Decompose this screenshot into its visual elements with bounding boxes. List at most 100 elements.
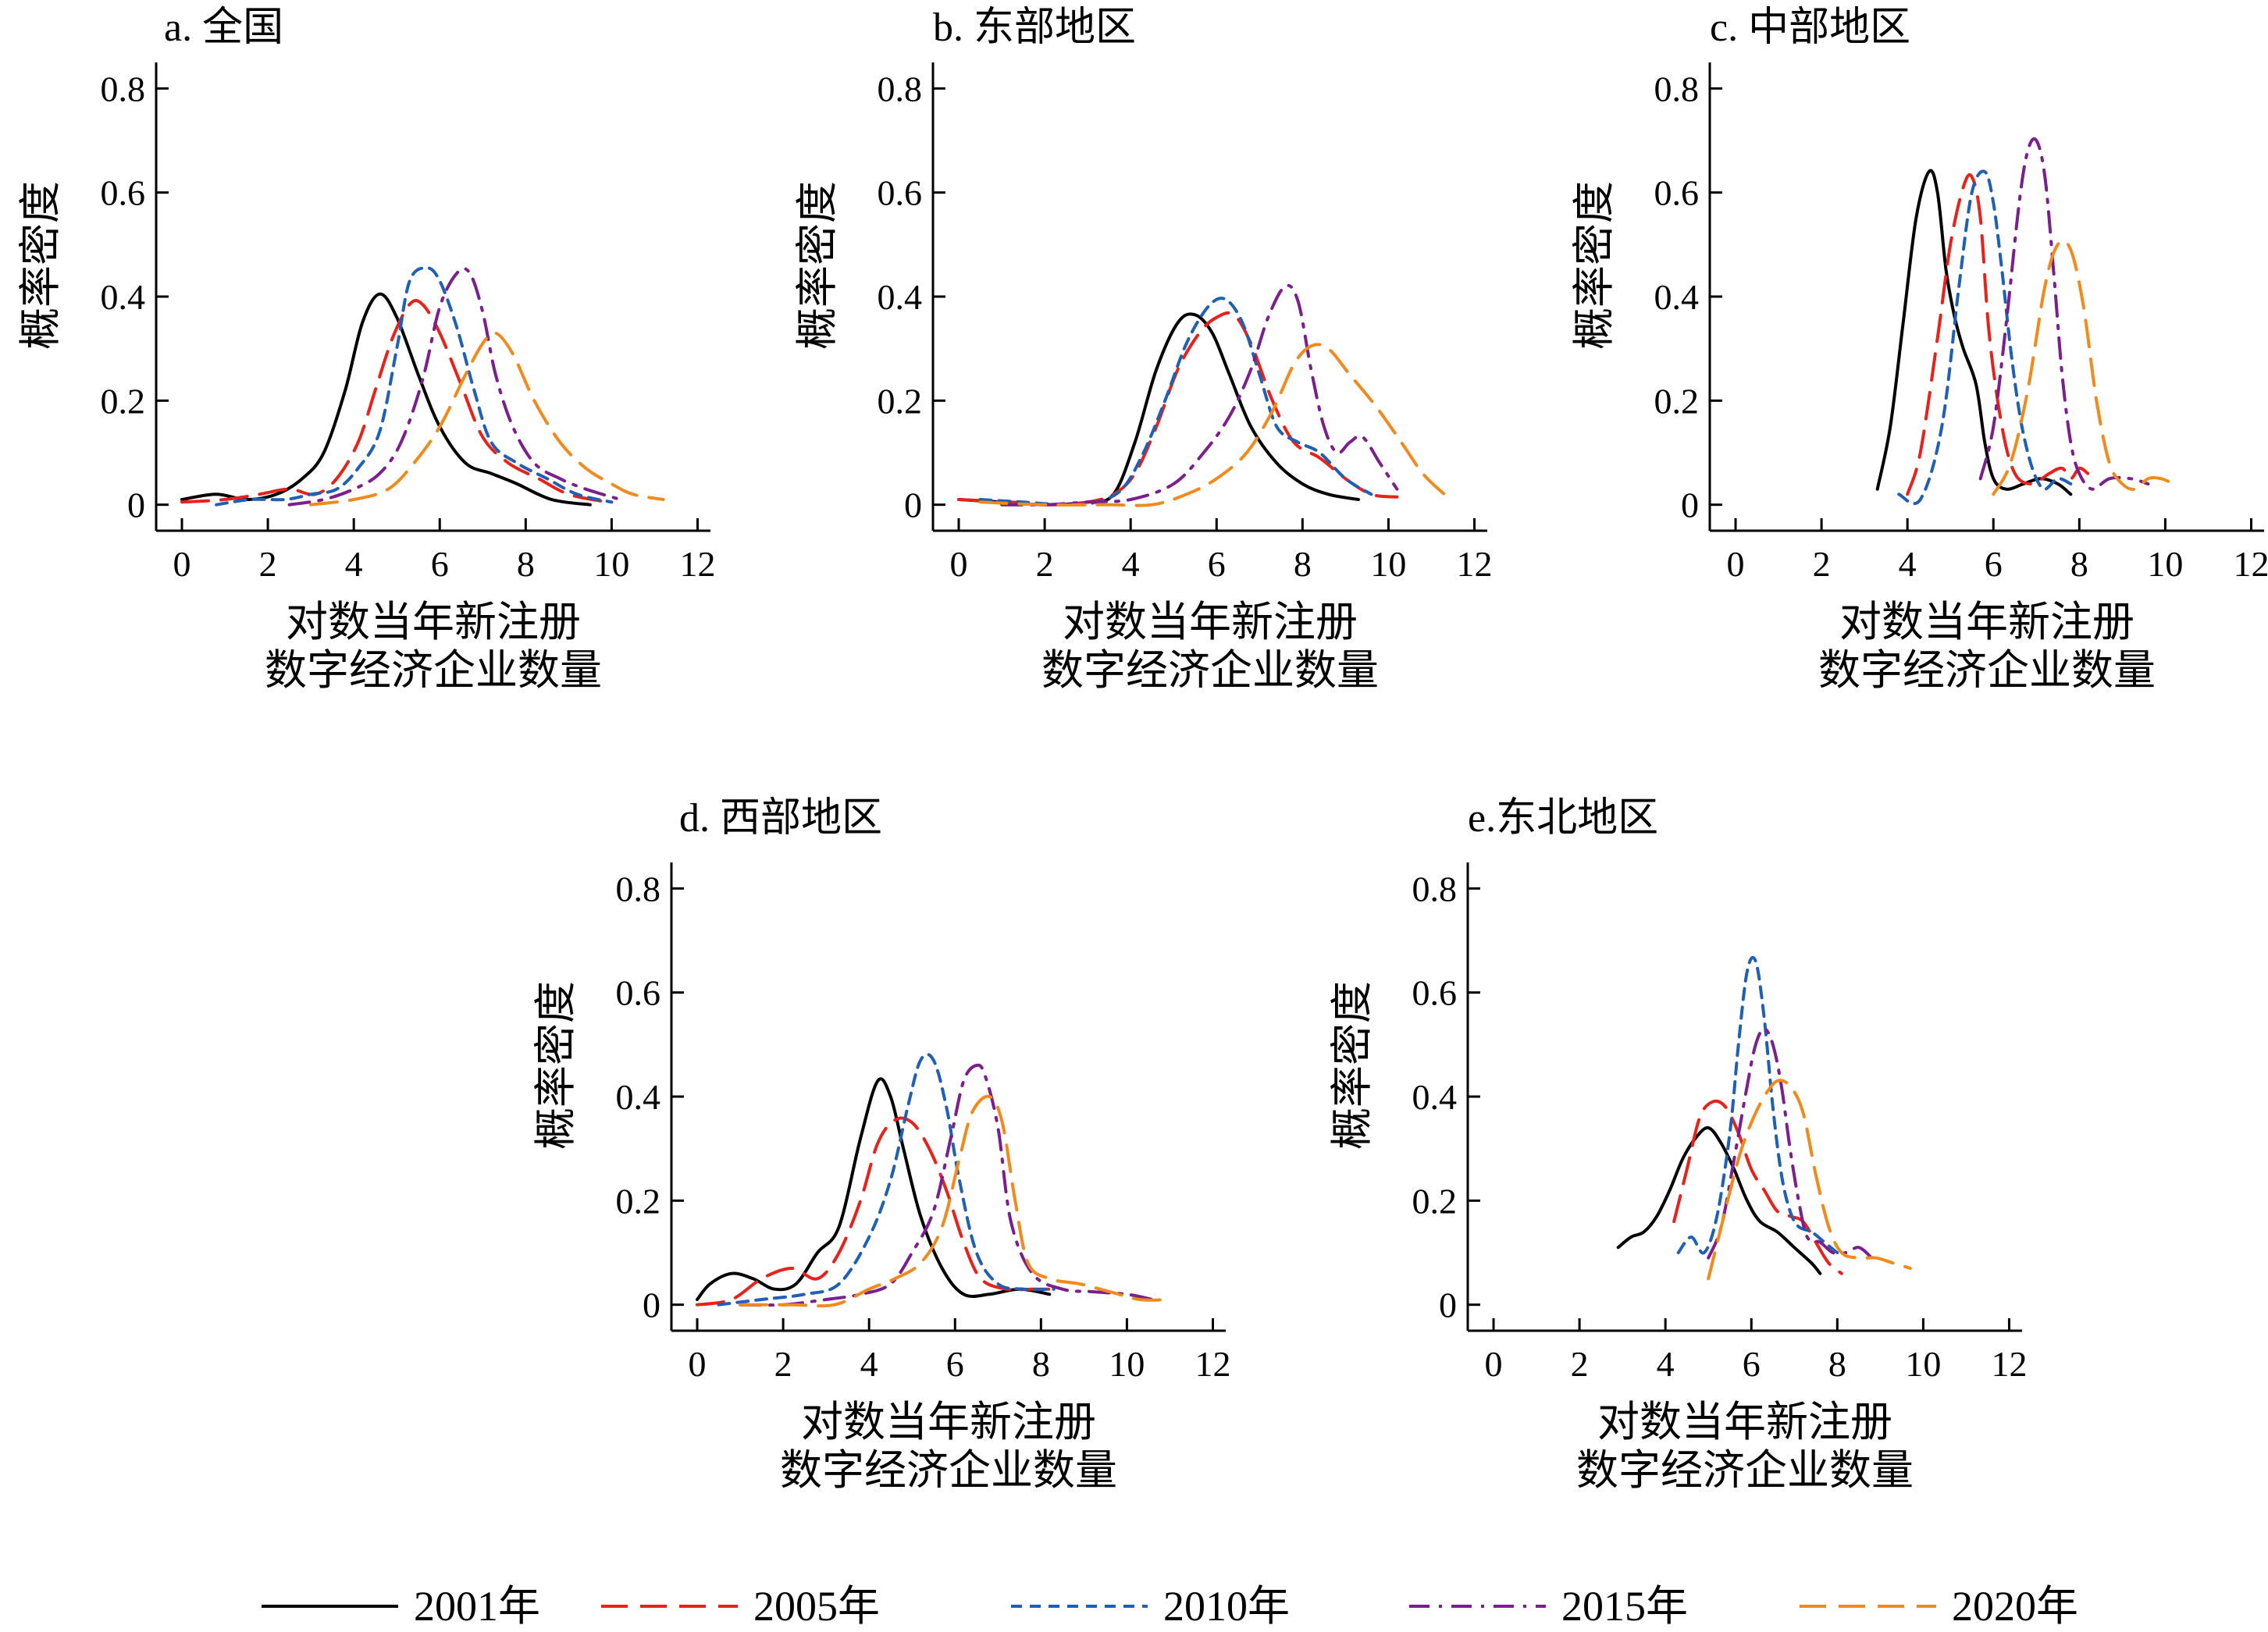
legend-item: 2020年 [1800,1583,2078,1630]
legend-item: 2010年 [1011,1583,1290,1630]
y-tick-label: 0.8 [616,869,661,908]
series-line-2010 [717,1052,1056,1307]
x-axis-label: 对数当年新注册 [286,597,581,646]
y-axis-label: 概率密度 [1569,181,1618,350]
x-axis-label: 对数当年新注册 [1597,1397,1892,1446]
x-tick-label: 6 [431,544,449,584]
legend-item: 2005年 [601,1583,880,1630]
x-axis-label: 数字经济企业数量 [780,1445,1117,1495]
x-tick-label: 6 [946,1344,964,1384]
x-axis-label: 数字经济企业数量 [1818,645,2156,695]
x-tick-label: 6 [1743,1344,1761,1384]
series-line-2001 [180,292,592,507]
x-tick-label: 4 [1122,544,1140,584]
series-line-2005 [696,1116,1060,1307]
x-tick-label: 4 [1899,544,1917,584]
legend: 2001年 2005年 2010年 2015年 2020年 [262,1583,2078,1630]
series-line-2001 [957,312,1360,507]
x-tick-label: 10 [1370,544,1406,584]
series-line-2015 [1978,137,2150,491]
y-tick-label: 0.2 [1412,1181,1458,1221]
panel-e: e.东北地区 0 0.2 0.4 0.6 0.8 0 2 4 6 8 10 12 对数当年新注册数字经济企… [1327,796,2027,1495]
x-tick-label: 2 [1571,1344,1589,1384]
series-line-2001 [1875,169,2073,496]
y-tick-label: 0.4 [616,1077,661,1117]
x-axis-label: 数字经济企业数量 [265,645,602,695]
series-line-2015 [287,267,622,507]
x-tick-label: 4 [345,544,363,584]
y-axis-label: 概率密度 [531,981,580,1150]
x-tick-label: 0 [689,1344,707,1384]
x-tick-label: 0 [1727,544,1745,584]
y-tick-label: 0.2 [878,381,923,421]
x-tick-label: 12 [1456,544,1492,584]
legend-label: 2010年 [1163,1583,1290,1630]
y-tick-label: 0.6 [878,173,923,213]
x-tick-label: 10 [593,544,629,584]
series-line-2020 [1992,239,2176,496]
y-axis-label: 概率密度 [792,181,842,350]
x-tick-label: 12 [1991,1344,2027,1384]
x-tick-label: 6 [1208,544,1226,584]
x-tick-label: 2 [1813,544,1831,584]
series-line-2015 [1707,1027,1874,1260]
panel-title: a. 全国 [164,5,283,50]
panel-c: c. 中部地区 0 0.2 0.4 0.6 0.8 0 2 4 6 8 10 12 对数当年新注册数字经济… [1569,5,2268,695]
y-tick-label: 0.4 [878,277,923,317]
series-line-2010 [978,297,1373,507]
x-tick-label: 12 [1195,1344,1230,1384]
legend-item: 2001年 [262,1583,540,1630]
y-tick-label: 0.8 [101,69,146,108]
y-tick-label: 0 [904,485,922,525]
y-tick-label: 0 [1681,485,1699,525]
series-line-2005 [1672,1099,1843,1275]
x-axis-label: 对数当年新注册 [1063,597,1358,646]
panel-b: b. 东部地区 0 0.2 0.4 0.6 0.8 0 2 4 6 8 10 12 对数当年新注册数字经济… [792,5,1492,695]
x-tick-label: 12 [2233,544,2268,584]
x-tick-label: 6 [1985,544,2003,584]
x-tick-label: 0 [1485,1344,1503,1384]
series-line-2020 [739,1094,1172,1308]
x-tick-label: 2 [1036,544,1054,584]
series-line-2005 [957,311,1399,507]
y-tick-label: 0 [643,1285,660,1325]
x-tick-label: 10 [1905,1344,1941,1384]
y-tick-label: 0.8 [1412,869,1458,908]
y-tick-label: 0.4 [101,277,146,317]
y-tick-label: 0.6 [1412,973,1458,1013]
y-tick-label: 0.4 [1654,277,1700,317]
x-tick-label: 0 [173,544,191,584]
panel-a: a. 全国 0 0.2 0.4 0.6 0.8 0 2 4 6 8 10 12 对数当年新注册数字经济企业… [16,5,715,695]
x-axis-label: 对数当年新注册 [1839,597,2134,646]
y-tick-label: 0 [1439,1285,1457,1325]
y-tick-label: 0.4 [1412,1077,1458,1117]
series-line-2015 [1000,283,1399,507]
x-tick-label: 8 [2070,544,2088,584]
panel-d: d. 西部地区 0 0.2 0.4 0.6 0.8 0 2 4 6 8 10 12 对数当年新注册数字经济… [531,796,1230,1495]
x-axis-label: 对数当年新注册 [801,1397,1096,1446]
series-line-2001 [696,1077,1052,1301]
x-tick-label: 4 [860,1344,878,1384]
series-line-2010 [1897,169,2073,506]
y-tick-label: 0.2 [101,381,146,421]
series-line-2001 [1616,1125,1822,1275]
legend-label: 2020年 [1952,1583,2078,1630]
series-line-2010 [1676,955,1839,1255]
panel-title: c. 中部地区 [1710,5,1910,50]
y-tick-label: 0.6 [1654,173,1700,213]
x-tick-label: 10 [1109,1344,1145,1384]
x-tick-label: 12 [679,544,715,584]
y-axis-label: 概率密度 [16,181,65,350]
x-tick-label: 8 [1294,544,1312,584]
legend-label: 2001年 [414,1583,540,1630]
panel-title: b. 东部地区 [933,5,1136,50]
series-line-2015 [739,1063,1155,1307]
y-tick-label: 0.6 [616,973,661,1013]
x-axis-label: 数字经济企业数量 [1041,645,1379,695]
legend-label: 2005年 [753,1583,880,1630]
y-tick-label: 0 [127,485,145,525]
x-tick-label: 2 [774,1344,792,1384]
series-line-2020 [978,343,1446,507]
series-line-2020 [309,331,665,507]
